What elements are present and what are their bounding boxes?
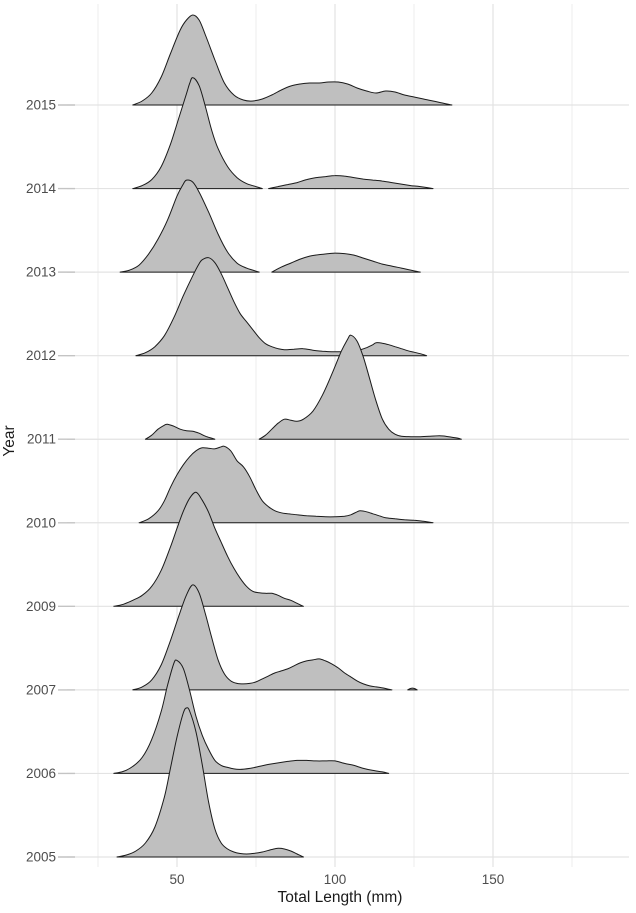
- x-axis-label-100: 100: [324, 872, 347, 887]
- y-axis-label-2015: 2015: [26, 98, 56, 113]
- x-axis-label-50: 50: [169, 872, 184, 887]
- y-axis-label-2010: 2010: [26, 515, 56, 530]
- density-ridge-2014: [268, 175, 434, 190]
- density-ridge-2005: [116, 707, 304, 858]
- density-ridge-2011: [144, 423, 216, 440]
- density-ridge-2007: [132, 584, 393, 691]
- y-axis-label-2014: 2014: [26, 181, 57, 196]
- density-ridge-2010: [138, 445, 434, 524]
- y-axis-label-2013: 2013: [26, 265, 56, 280]
- density-ridge-2013: [271, 252, 421, 273]
- y-axis-label-2011: 2011: [27, 432, 56, 447]
- y-axis-label-2006: 2006: [26, 766, 56, 781]
- y-axis-label-2009: 2009: [26, 599, 56, 614]
- y-axis-label-2007: 2007: [26, 682, 56, 697]
- density-ridge-2007: [407, 687, 418, 691]
- density-ridge-2011: [258, 334, 462, 440]
- y-axis-label-2012: 2012: [26, 348, 56, 363]
- density-ridge-2015: [132, 14, 453, 106]
- x-axis-title: Total Length (mm): [278, 889, 403, 906]
- density-ridge-2012: [135, 257, 428, 357]
- density-ridge-2009: [113, 491, 304, 607]
- density-ridge-2014: [132, 77, 263, 190]
- y-axis-title: Year: [1, 425, 18, 456]
- density-ridge-2013: [119, 179, 260, 273]
- y-axis-label-2005: 2005: [26, 850, 56, 865]
- x-axis-label-150: 150: [482, 872, 505, 887]
